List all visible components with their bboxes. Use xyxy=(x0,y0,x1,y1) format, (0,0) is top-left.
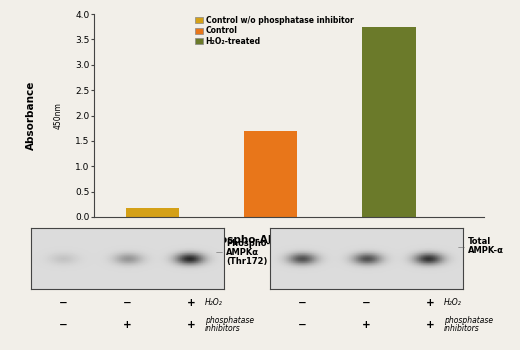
Text: AMPK-α: AMPK-α xyxy=(468,246,504,255)
Text: Total: Total xyxy=(468,237,491,246)
Text: −: − xyxy=(123,298,132,308)
Text: phosphatase: phosphatase xyxy=(204,316,254,325)
Text: +: + xyxy=(426,298,435,308)
Text: +: + xyxy=(187,320,196,330)
Text: Phospho-: Phospho- xyxy=(226,239,270,248)
Text: H₂O₂: H₂O₂ xyxy=(204,298,222,307)
Text: −: − xyxy=(59,320,68,330)
Text: —: — xyxy=(458,244,464,251)
Text: +: + xyxy=(362,320,371,330)
Bar xyxy=(362,27,415,217)
Bar xyxy=(126,208,179,217)
Text: Absorbance: Absorbance xyxy=(26,81,36,150)
Bar xyxy=(244,131,297,217)
Text: H₂O₂: H₂O₂ xyxy=(444,298,461,307)
Text: —: — xyxy=(216,250,223,256)
Text: +: + xyxy=(123,320,132,330)
Text: +: + xyxy=(187,298,196,308)
Text: AMPKα: AMPKα xyxy=(226,248,259,257)
Text: −: − xyxy=(59,298,68,308)
Text: +: + xyxy=(426,320,435,330)
Text: inhibitors: inhibitors xyxy=(204,324,240,333)
Text: inhibitors: inhibitors xyxy=(444,324,479,333)
Text: −: − xyxy=(362,298,371,308)
Text: 450nm: 450nm xyxy=(54,102,63,129)
Text: −: − xyxy=(298,320,307,330)
Text: phosphatase: phosphatase xyxy=(444,316,493,325)
Legend: Control w/o phosphatase inhibitor, Control, H₂O₂-treated: Control w/o phosphatase inhibitor, Contr… xyxy=(195,16,354,46)
Text: (Thr172): (Thr172) xyxy=(226,257,268,266)
Text: −: − xyxy=(298,298,307,308)
Text: Phospho-AMPKα (Thr172): Phospho-AMPKα (Thr172) xyxy=(205,235,356,245)
